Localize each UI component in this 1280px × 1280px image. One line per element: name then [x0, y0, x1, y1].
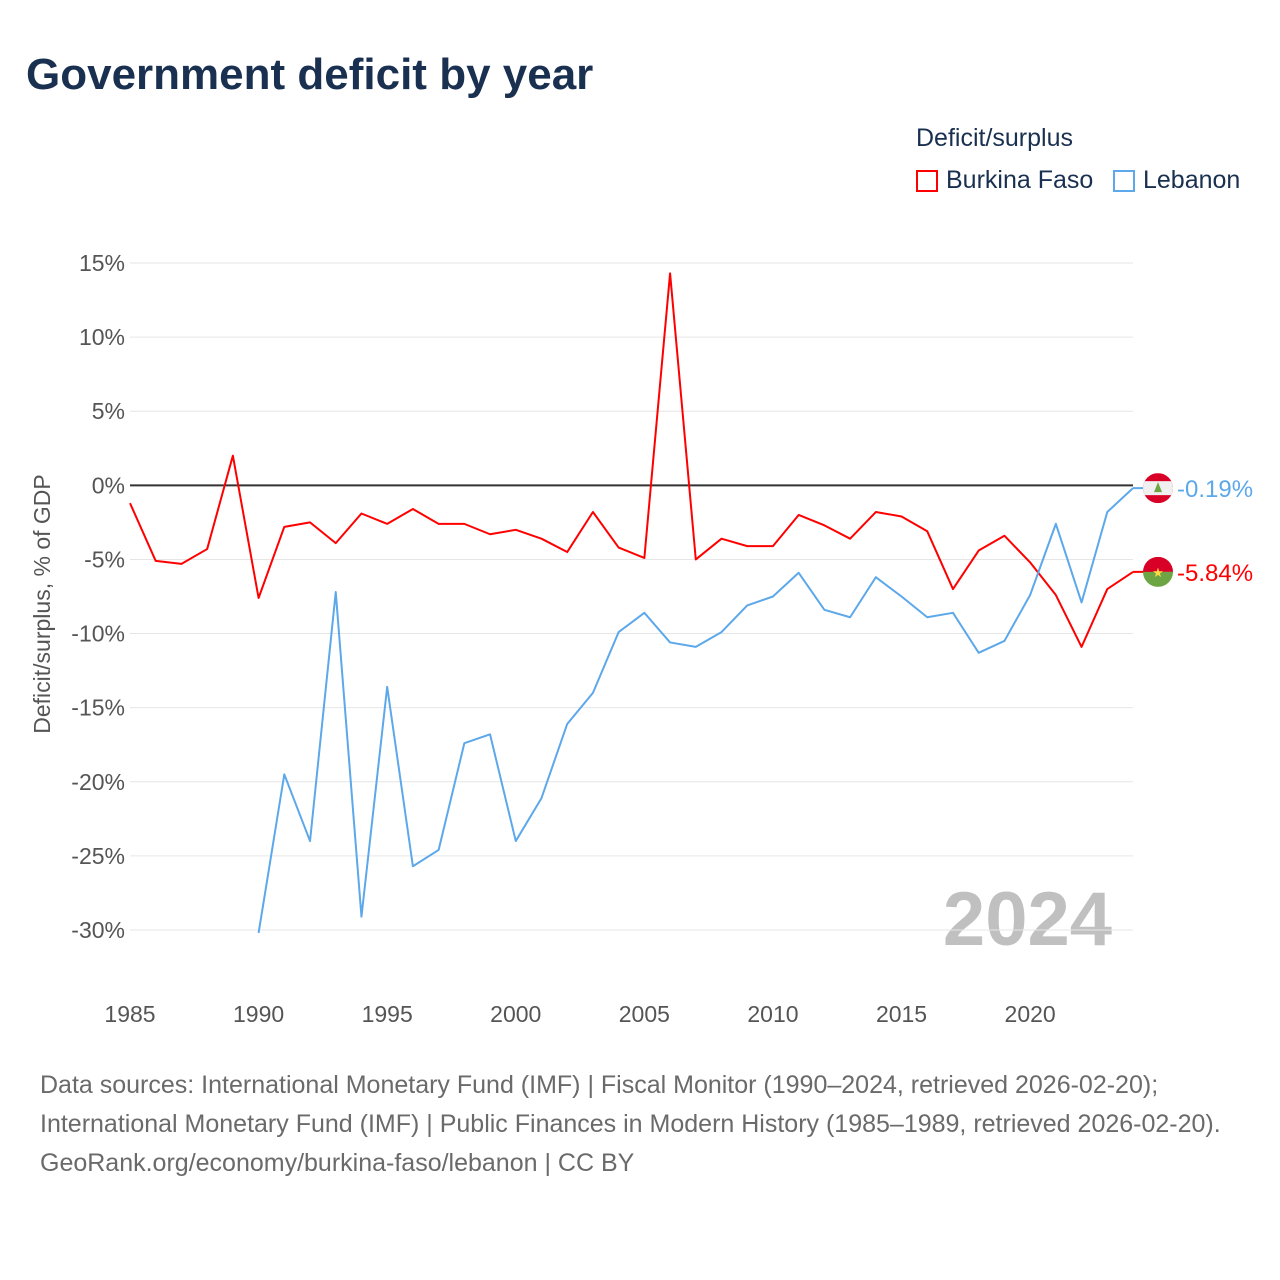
- series-line-burkina-faso: [129, 272, 1134, 648]
- x-tick-label: 1995: [362, 1001, 413, 1027]
- x-tick-label: 1990: [233, 1001, 284, 1027]
- x-tick-label: 2005: [619, 1001, 670, 1027]
- plot-area: 2024 15% 10% 5% 0% -5% -10% -15% -20% -25% -30% 19…: [29, 250, 1253, 1027]
- y-axis-label: Deficit/surplus, % of GDP: [29, 474, 55, 733]
- y-tick-label: -30%: [71, 917, 125, 943]
- data-sources: Data sources: International Monetary Fun…: [40, 1071, 1221, 1138]
- y-tick-label: -5%: [84, 546, 125, 572]
- series-line-lebanon: [257, 487, 1134, 934]
- y-tick-label: -20%: [71, 769, 125, 795]
- legend-label: Lebanon: [1143, 166, 1241, 194]
- y-tick-label: -25%: [71, 843, 125, 869]
- chart-title: Government deficit by year: [26, 50, 594, 99]
- footer: Data sources: International Monetary Fun…: [40, 1066, 1240, 1183]
- star-icon: ★: [1152, 565, 1164, 580]
- y-tick-label: -15%: [71, 695, 125, 721]
- flag-stripe: [1143, 571, 1173, 587]
- end-value-label: -0.19%: [1177, 476, 1253, 503]
- credit-link[interactable]: GeoRank.org/economy/burkina-faso/lebanon…: [40, 1149, 635, 1177]
- legend-swatch: [1113, 169, 1135, 192]
- legend-item-lebanon[interactable]: Lebanon: [1113, 166, 1240, 195]
- x-tick-label: 2000: [490, 1001, 541, 1027]
- burkina-faso-flag-icon: [1143, 556, 1173, 572]
- legend-label: Burkina Faso: [946, 166, 1094, 194]
- y-tick-label: 0%: [92, 472, 125, 498]
- y-tick-label: -10%: [71, 621, 125, 647]
- y-tick-label: 5%: [92, 398, 125, 424]
- year-watermark: 2024: [943, 877, 1112, 962]
- y-tick-label: 10%: [79, 324, 125, 350]
- x-tick-label: 2010: [747, 1001, 798, 1027]
- cedar-icon: [1154, 482, 1162, 493]
- legend-swatch: [916, 169, 938, 192]
- y-tick-label: 15%: [79, 250, 125, 276]
- legend-title: Deficit/surplus: [916, 124, 1073, 152]
- legend-item-burkina-faso[interactable]: Burkina Faso: [916, 166, 1093, 195]
- x-tick-label: 1985: [104, 1001, 155, 1027]
- x-tick-label: 2015: [876, 1001, 927, 1027]
- end-value-label: -5.84%: [1177, 560, 1253, 587]
- x-tick-label: 2020: [1005, 1001, 1056, 1027]
